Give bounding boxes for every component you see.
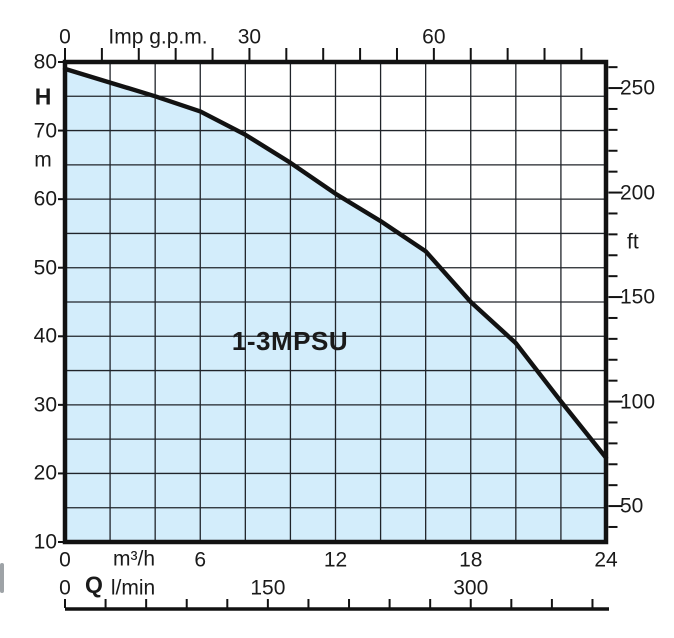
top-axis-unit: Imp g.p.m. <box>108 25 208 49</box>
left-axis-tick-label: 70 <box>33 119 57 143</box>
left-axis-tick-label: 80 <box>33 50 57 74</box>
pump-curve <box>62 66 609 460</box>
top-axis-tick-label: 30 <box>237 25 262 49</box>
top-axis-tick-label: 60 <box>422 25 446 49</box>
left-axis-tick-label: 60 <box>33 187 57 211</box>
left-axis-tick-label: 40 <box>33 324 57 348</box>
flow-axis-label: Q <box>85 571 103 598</box>
right-axis-tick-label: 250 <box>620 76 656 100</box>
plot-border <box>62 59 609 545</box>
bottom-lmin-tick-label: 0 <box>59 576 71 600</box>
right-axis-unit: ft <box>627 230 639 254</box>
bottom-m3h-tick-label: 6 <box>194 548 207 572</box>
bottom-m3h-tick-label: 18 <box>459 548 483 572</box>
left-axis-unit: m <box>34 148 52 172</box>
print-artifact <box>0 563 4 593</box>
left-axis-tick-label: 10 <box>33 530 57 554</box>
right-axis-tick-label: 150 <box>620 285 656 309</box>
right-axis-tick-label: 50 <box>620 494 644 518</box>
bottom-lmin-tick-label: 300 <box>453 576 489 600</box>
bottom-m3h-tick-label: 12 <box>323 548 348 572</box>
bottom-axis-unit-lmin: l/min <box>110 576 156 600</box>
bottom-m3h-tick-label: 0 <box>59 548 71 572</box>
bottom-m3h-tick-label: 24 <box>594 548 618 572</box>
left-axis-label: H <box>34 83 52 110</box>
left-axis-tick-label: 30 <box>33 393 57 417</box>
series-label: 1-3MPSU <box>231 326 349 356</box>
right-axis-tick-label: 200 <box>620 181 656 205</box>
left-axis-tick-label: 20 <box>33 461 57 485</box>
bottom-axis-unit-m3h: m³/h <box>113 547 155 571</box>
right-axis-tick-label: 100 <box>620 390 656 414</box>
bottom-lmin-tick-label: 150 <box>250 576 286 600</box>
left-axis-tick-label: 50 <box>33 256 57 280</box>
top-axis-tick-label: 0 <box>59 25 71 49</box>
